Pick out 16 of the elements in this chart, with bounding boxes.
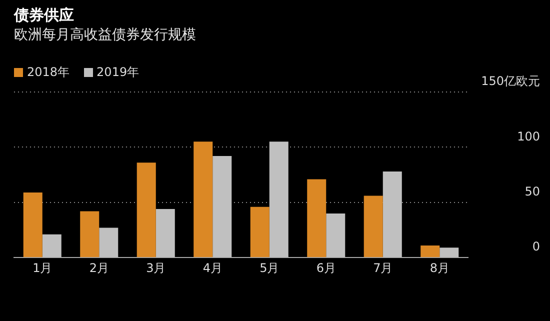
- x-tick-label: 1月: [32, 260, 52, 275]
- legend-label: 2019年: [96, 64, 140, 81]
- y-tick-label: 50: [524, 184, 540, 199]
- x-tick-label: 5月: [260, 260, 280, 275]
- x-tick-label: 8月: [430, 260, 450, 275]
- x-tick-label: 4月: [202, 260, 222, 275]
- x-tick-label: 3月: [146, 260, 166, 275]
- y-tick-label: 100: [517, 129, 540, 144]
- chart-title: 债券供应: [14, 6, 74, 25]
- x-tick-label: 7月: [373, 260, 393, 275]
- x-tick-label: 6月: [316, 260, 336, 275]
- y-tick-label: 0: [532, 240, 540, 254]
- chart-subtitle: 欧洲每月高收益债券发行规模: [14, 26, 196, 44]
- x-tick-label: 2月: [89, 260, 109, 275]
- y-tick-label: 150亿欧元: [481, 74, 540, 88]
- legend-label: 2018年: [26, 64, 70, 81]
